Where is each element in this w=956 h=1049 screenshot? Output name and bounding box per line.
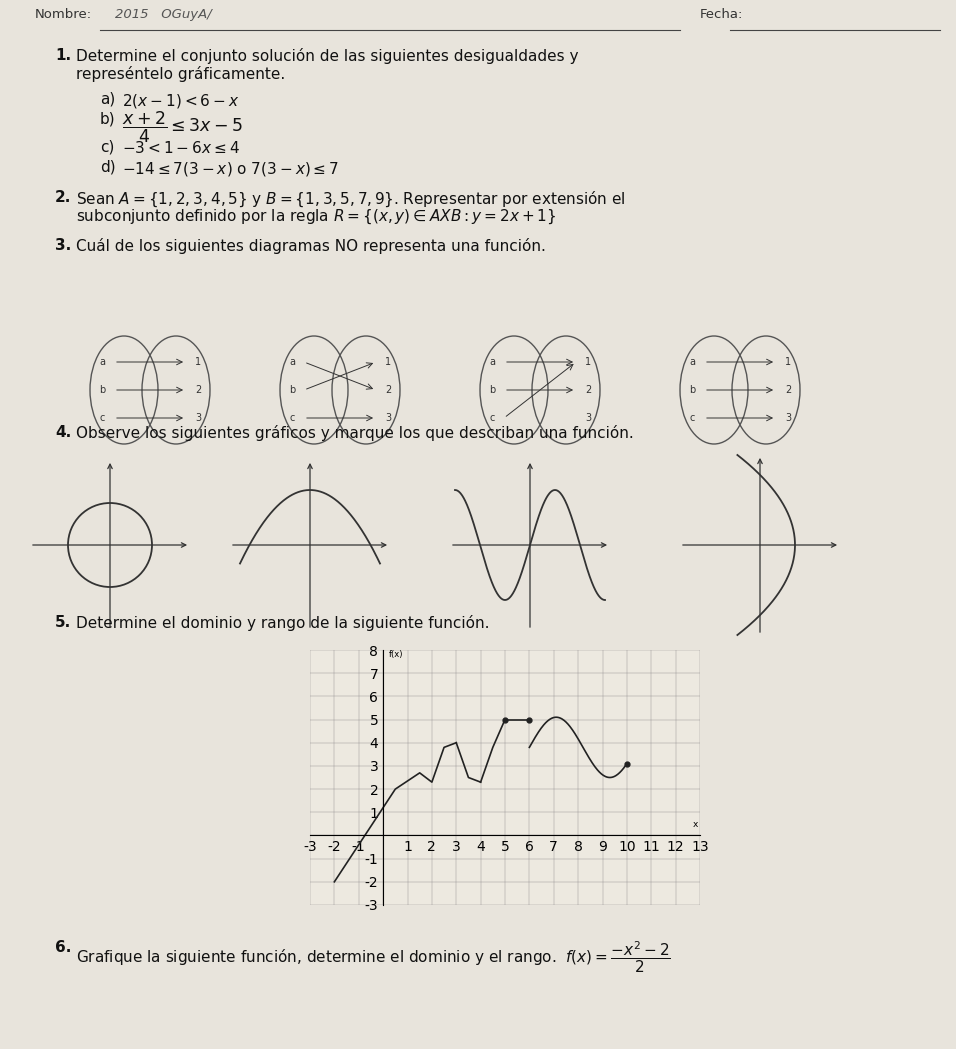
Text: a): a) bbox=[100, 92, 116, 107]
Text: 1: 1 bbox=[585, 357, 591, 367]
Text: 2: 2 bbox=[385, 385, 391, 395]
Text: 2.: 2. bbox=[55, 190, 72, 205]
Text: c: c bbox=[489, 413, 494, 423]
Text: Nombre:: Nombre: bbox=[35, 8, 92, 21]
Text: $\dfrac{x+2}{4}\leq 3x-5$: $\dfrac{x+2}{4}\leq 3x-5$ bbox=[122, 110, 243, 146]
Text: Cuál de los siguientes diagramas NO representa una función.: Cuál de los siguientes diagramas NO repr… bbox=[76, 238, 546, 254]
Text: 1: 1 bbox=[385, 357, 391, 367]
Text: x: x bbox=[692, 820, 698, 830]
Text: b: b bbox=[98, 385, 105, 395]
Text: 3: 3 bbox=[585, 413, 591, 423]
Text: 2015   OGuyA/: 2015 OGuyA/ bbox=[115, 8, 211, 21]
Text: represéntelo gráficamente.: represéntelo gráficamente. bbox=[76, 66, 285, 82]
Text: b): b) bbox=[100, 112, 116, 127]
Text: 2: 2 bbox=[785, 385, 792, 395]
Text: $-3<1-6x\leq 4$: $-3<1-6x\leq 4$ bbox=[122, 140, 240, 156]
Text: 3.: 3. bbox=[55, 238, 72, 253]
Text: a: a bbox=[489, 357, 495, 367]
Text: a: a bbox=[99, 357, 105, 367]
Text: 3: 3 bbox=[385, 413, 391, 423]
Text: c: c bbox=[689, 413, 695, 423]
Text: subconjunto definido por la regla $R=\{(x,y)\in AXB: y=2x+1\}$: subconjunto definido por la regla $R=\{(… bbox=[76, 208, 556, 227]
Text: Observe los siguientes gráficos y marque los que describan una función.: Observe los siguientes gráficos y marque… bbox=[76, 425, 634, 441]
Text: Grafique la siguiente función, determine el dominio y el rango.  $f(x)=\dfrac{-x: Grafique la siguiente función, determine… bbox=[76, 940, 671, 976]
Text: 6.: 6. bbox=[55, 940, 72, 955]
Text: $2(x-1)<6-x$: $2(x-1)<6-x$ bbox=[122, 92, 239, 110]
Text: 3: 3 bbox=[195, 413, 201, 423]
Text: a: a bbox=[289, 357, 295, 367]
Text: 1: 1 bbox=[195, 357, 201, 367]
Text: 1: 1 bbox=[785, 357, 791, 367]
Text: 1.: 1. bbox=[55, 48, 71, 63]
Text: f(x): f(x) bbox=[389, 650, 403, 659]
Text: c: c bbox=[290, 413, 294, 423]
Text: Determine el conjunto solución de las siguientes desigualdades y: Determine el conjunto solución de las si… bbox=[76, 48, 578, 64]
Text: b: b bbox=[489, 385, 495, 395]
Text: c: c bbox=[99, 413, 105, 423]
Text: c): c) bbox=[100, 140, 115, 155]
Text: a: a bbox=[689, 357, 695, 367]
Text: 4.: 4. bbox=[55, 425, 72, 440]
Text: Determine el dominio y rango de la siguiente función.: Determine el dominio y rango de la sigui… bbox=[76, 615, 489, 631]
Text: 2: 2 bbox=[585, 385, 591, 395]
Text: Fecha:: Fecha: bbox=[700, 8, 744, 21]
Text: d): d) bbox=[100, 160, 116, 175]
Text: $-14\leq 7(3-x)$ o $7(3-x)\leq 7$: $-14\leq 7(3-x)$ o $7(3-x)\leq 7$ bbox=[122, 160, 339, 178]
Text: b: b bbox=[289, 385, 295, 395]
Text: 2: 2 bbox=[195, 385, 201, 395]
Text: Sean $A=\{1,2,3,4,5\}$ y $B=\{1,3,5,7,9\}$. Representar por extensión el: Sean $A=\{1,2,3,4,5\}$ y $B=\{1,3,5,7,9\… bbox=[76, 190, 625, 210]
Text: 5.: 5. bbox=[55, 615, 72, 630]
Text: b: b bbox=[689, 385, 695, 395]
Text: 3: 3 bbox=[785, 413, 791, 423]
